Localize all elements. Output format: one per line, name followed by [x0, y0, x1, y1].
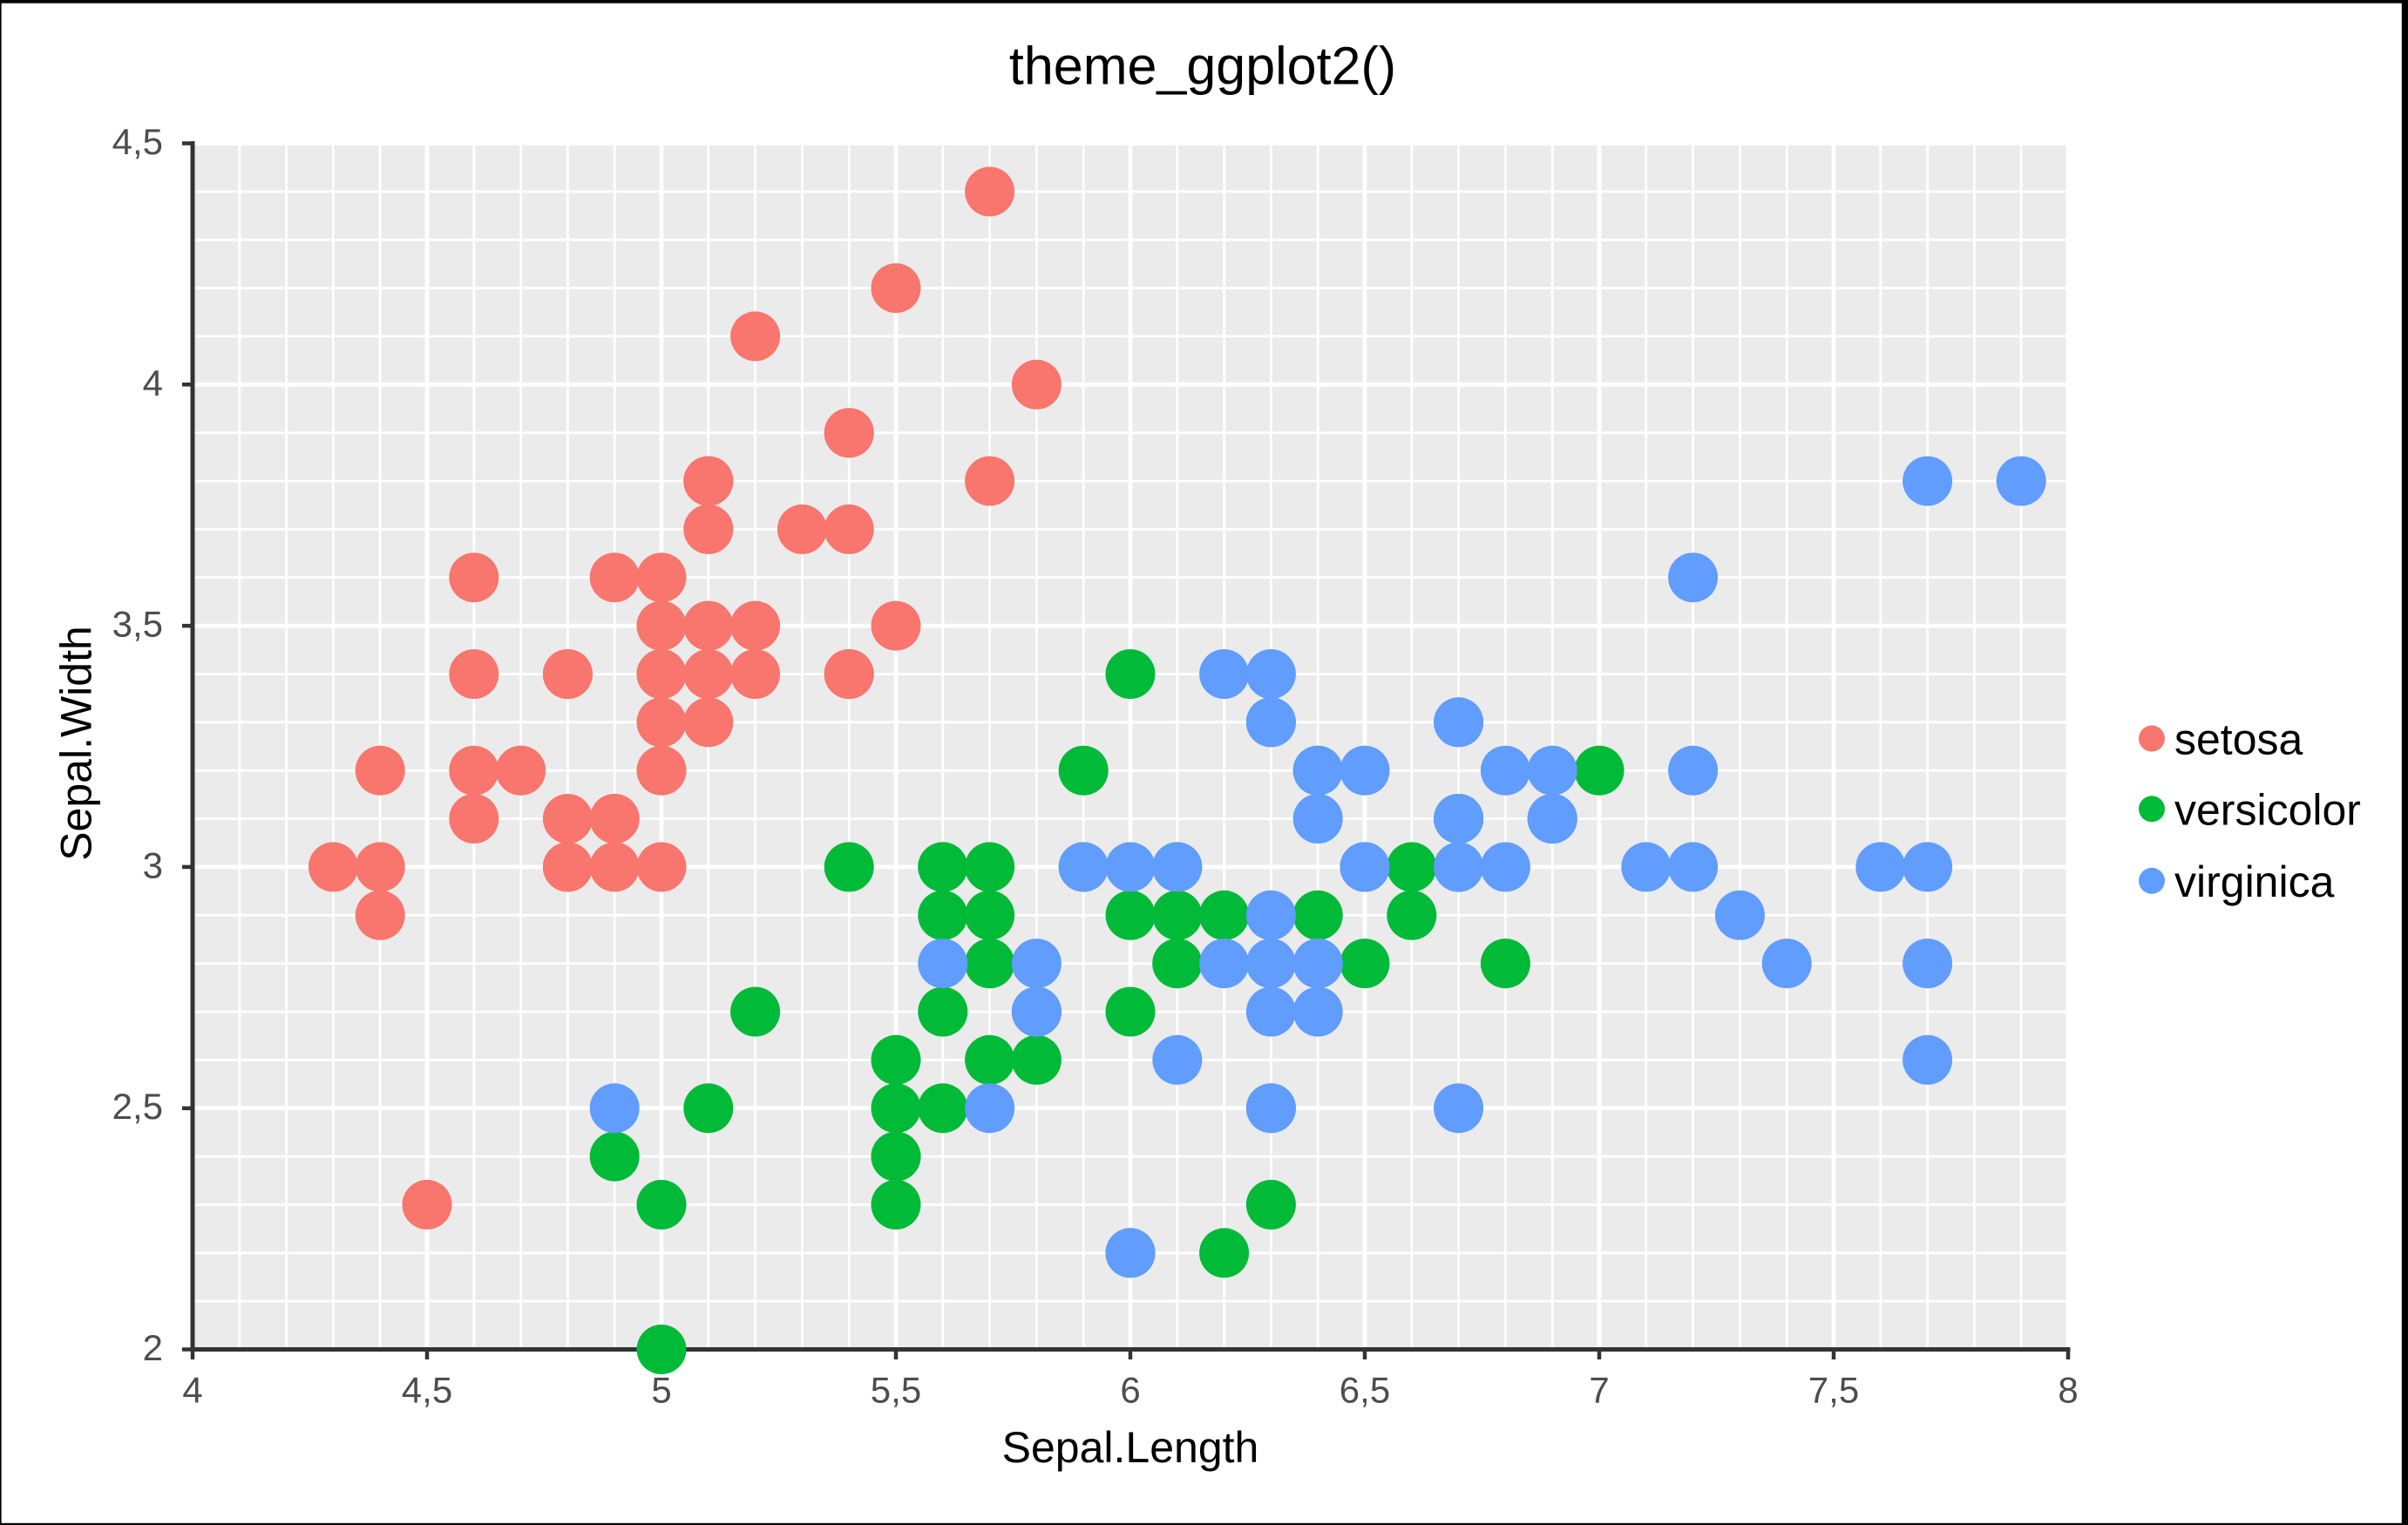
svg-text:virginica: virginica: [2174, 857, 2335, 906]
svg-text:theme_ggplot2(): theme_ggplot2(): [1009, 36, 1396, 95]
svg-text:Sepal.Width: Sepal.Width: [52, 626, 101, 861]
svg-text:5: 5: [651, 1369, 671, 1410]
svg-text:3: 3: [143, 844, 163, 885]
svg-text:4,5: 4,5: [402, 1369, 452, 1410]
svg-text:4: 4: [182, 1369, 202, 1410]
svg-text:versicolor: versicolor: [2174, 785, 2361, 834]
svg-text:2,5: 2,5: [112, 1086, 163, 1127]
svg-text:8: 8: [2058, 1369, 2078, 1410]
svg-text:setosa: setosa: [2174, 715, 2303, 764]
svg-text:Sepal.Length: Sepal.Length: [1002, 1423, 1259, 1472]
svg-text:4: 4: [143, 363, 163, 403]
svg-text:7: 7: [1589, 1369, 1609, 1410]
svg-text:6,5: 6,5: [1340, 1369, 1390, 1410]
svg-text:3,5: 3,5: [112, 604, 163, 645]
svg-text:5,5: 5,5: [871, 1369, 921, 1410]
svg-text:7,5: 7,5: [1808, 1369, 1859, 1410]
svg-text:6: 6: [1120, 1369, 1140, 1410]
svg-text:2: 2: [143, 1327, 163, 1368]
svg-text:4,5: 4,5: [112, 121, 163, 162]
